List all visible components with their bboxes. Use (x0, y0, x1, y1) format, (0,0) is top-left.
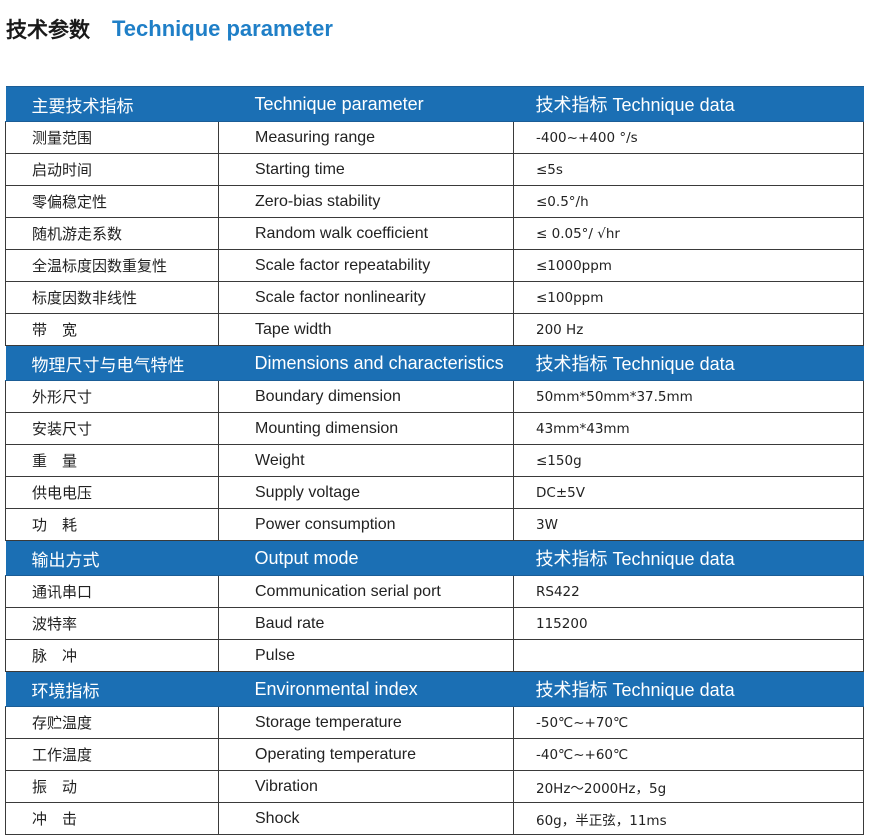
title-chinese: 技术参数 (6, 18, 90, 42)
table-row: 功 耗 Power consumption 3W (5, 508, 864, 541)
parameter-name-zh: 外形尺寸 (5, 380, 219, 413)
parameter-name-en: Scale factor repeatability (218, 249, 514, 282)
parameter-name-en: Zero-bias stability (218, 185, 514, 218)
parameter-value: 200 Hz (513, 313, 864, 346)
parameter-value: -40℃~+60℃ (513, 738, 864, 771)
table-row: 冲 击 Shock 60g，半正弦，11ms (5, 802, 864, 835)
parameter-name-zh: 波特率 (5, 607, 219, 640)
section-header-zh: 输出方式 (5, 540, 219, 576)
parameter-name-en: Boundary dimension (218, 380, 514, 413)
parameter-value: ≤1000ppm (513, 249, 864, 282)
parameter-value: -400~+400 °/s (513, 121, 864, 154)
table-row: 工作温度 Operating temperature -40℃~+60℃ (5, 738, 864, 771)
parameter-name-en: Weight (218, 444, 514, 477)
table-row: 全温标度因数重复性 Scale factor repeatability ≤1000… (5, 249, 864, 282)
table-row: 标度因数非线性 Scale factor nonlinearity ≤100ppm (5, 281, 864, 314)
parameter-name-zh: 工作温度 (5, 738, 219, 771)
parameter-name-zh: 重 量 (5, 444, 219, 477)
parameter-name-en: Shock (218, 802, 514, 835)
parameter-value: ≤5s (513, 153, 864, 186)
section-header-zh: 环境指标 (5, 671, 219, 707)
parameter-name-en: Operating temperature (218, 738, 514, 771)
section-header-row: 输出方式 Output mode 技术指标 Technique data (5, 540, 864, 576)
parameter-value (513, 639, 864, 672)
table-row: 带 宽 Tape width 200 Hz (5, 313, 864, 346)
section-header-zh: 主要技术指标 (5, 86, 219, 122)
parameter-name-en: Vibration (218, 770, 514, 803)
table-row: 供电电压 Supply voltage DC±5V (5, 476, 864, 509)
parameter-name-zh: 通讯串口 (5, 575, 219, 608)
table-row: 振 动 Vibration 20Hz～2000Hz，5g (5, 770, 864, 803)
table-row: 测量范围 Measuring range -400~+400 °/s (5, 121, 864, 154)
table-row: 安装尺寸 Mounting dimension 43mm*43mm (5, 412, 864, 445)
section-header-data: 技术指标 Technique data (513, 671, 864, 707)
parameter-value: ≤ 0.05°/ √hr (513, 217, 864, 250)
section-header-row: 主要技术指标 Technique parameter 技术指标 Technique … (5, 86, 864, 122)
parameter-name-en: Storage temperature (218, 706, 514, 739)
parameter-name-zh: 标度因数非线性 (5, 281, 219, 314)
parameter-name-zh: 零偏稳定性 (5, 185, 219, 218)
parameter-value: ≤150g (513, 444, 864, 477)
section-header-en: Technique parameter (218, 86, 514, 122)
parameter-name-zh: 冲 击 (5, 802, 219, 835)
table-row: 随机游走系数 Random walk coefficient ≤ 0.05°/ √h… (5, 217, 864, 250)
parameter-value: -50℃~+70℃ (513, 706, 864, 739)
parameter-name-zh: 振 动 (5, 770, 219, 803)
parameter-name-zh: 存贮温度 (5, 706, 219, 739)
parameter-name-en: Baud rate (218, 607, 514, 640)
section-header-row: 环境指标 Environmental index 技术指标 Technique da… (5, 671, 864, 707)
section-header-data: 技术指标 Technique data (513, 345, 864, 381)
parameter-value: 115200 (513, 607, 864, 640)
table-row: 波特率 Baud rate 115200 (5, 607, 864, 640)
section-header-en: Output mode (218, 540, 514, 576)
parameter-name-zh: 功 耗 (5, 508, 219, 541)
table-row: 外形尺寸 Boundary dimension 50mm*50mm*37.5mm (5, 380, 864, 413)
parameter-name-zh: 安装尺寸 (5, 412, 219, 445)
section-header-data: 技术指标 Technique data (513, 86, 864, 122)
parameter-name-en: Supply voltage (218, 476, 514, 509)
section-header-zh: 物理尺寸与电气特性 (5, 345, 219, 381)
parameter-name-en: Pulse (218, 639, 514, 672)
parameter-value: ≤100ppm (513, 281, 864, 314)
parameter-value: DC±5V (513, 476, 864, 509)
table-row: 启动时间 Starting time ≤5s (5, 153, 864, 186)
parameter-value: 3W (513, 508, 864, 541)
parameter-value: 50mm*50mm*37.5mm (513, 380, 864, 413)
parameter-value: 43mm*43mm (513, 412, 864, 445)
section-header-data: 技术指标 Technique data (513, 540, 864, 576)
table-row: 重 量 Weight ≤150g (5, 444, 864, 477)
parameter-name-zh: 测量范围 (5, 121, 219, 154)
section-header-row: 物理尺寸与电气特性 Dimensions and characteristics 技… (5, 345, 864, 381)
section-header-en: Environmental index (218, 671, 514, 707)
table-row: 存贮温度 Storage temperature -50℃~+70℃ (5, 706, 864, 739)
table-row: 脉 冲 Pulse (5, 639, 864, 672)
parameter-value: ≤0.5°/h (513, 185, 864, 218)
parameter-name-zh: 启动时间 (5, 153, 219, 186)
parameter-name-en: Random walk coefficient (218, 217, 514, 250)
parameter-name-zh: 随机游走系数 (5, 217, 219, 250)
parameter-name-en: Tape width (218, 313, 514, 346)
title-english: Technique parameter (112, 16, 333, 41)
parameter-name-en: Measuring range (218, 121, 514, 154)
parameter-name-zh: 脉 冲 (5, 639, 219, 672)
parameter-value: RS422 (513, 575, 864, 608)
table-row: 零偏稳定性 Zero-bias stability ≤0.5°/h (5, 185, 864, 218)
parameter-name-en: Communication serial port (218, 575, 514, 608)
parameter-name-en: Mounting dimension (218, 412, 514, 445)
parameter-name-zh: 带 宽 (5, 313, 219, 346)
table-row: 通讯串口 Communication serial port RS422 (5, 575, 864, 608)
page-title: 技术参数 Technique parameter (6, 12, 333, 46)
parameter-value: 20Hz～2000Hz，5g (513, 770, 864, 803)
parameter-value: 60g，半正弦，11ms (513, 802, 864, 835)
parameter-name-zh: 全温标度因数重复性 (5, 249, 219, 282)
parameter-name-en: Scale factor nonlinearity (218, 281, 514, 314)
parameter-name-zh: 供电电压 (5, 476, 219, 509)
parameter-name-en: Starting time (218, 153, 514, 186)
section-header-en: Dimensions and characteristics (218, 345, 514, 381)
parameter-table: 主要技术指标 Technique parameter 技术指标 Technique … (5, 86, 864, 835)
parameter-name-en: Power consumption (218, 508, 514, 541)
